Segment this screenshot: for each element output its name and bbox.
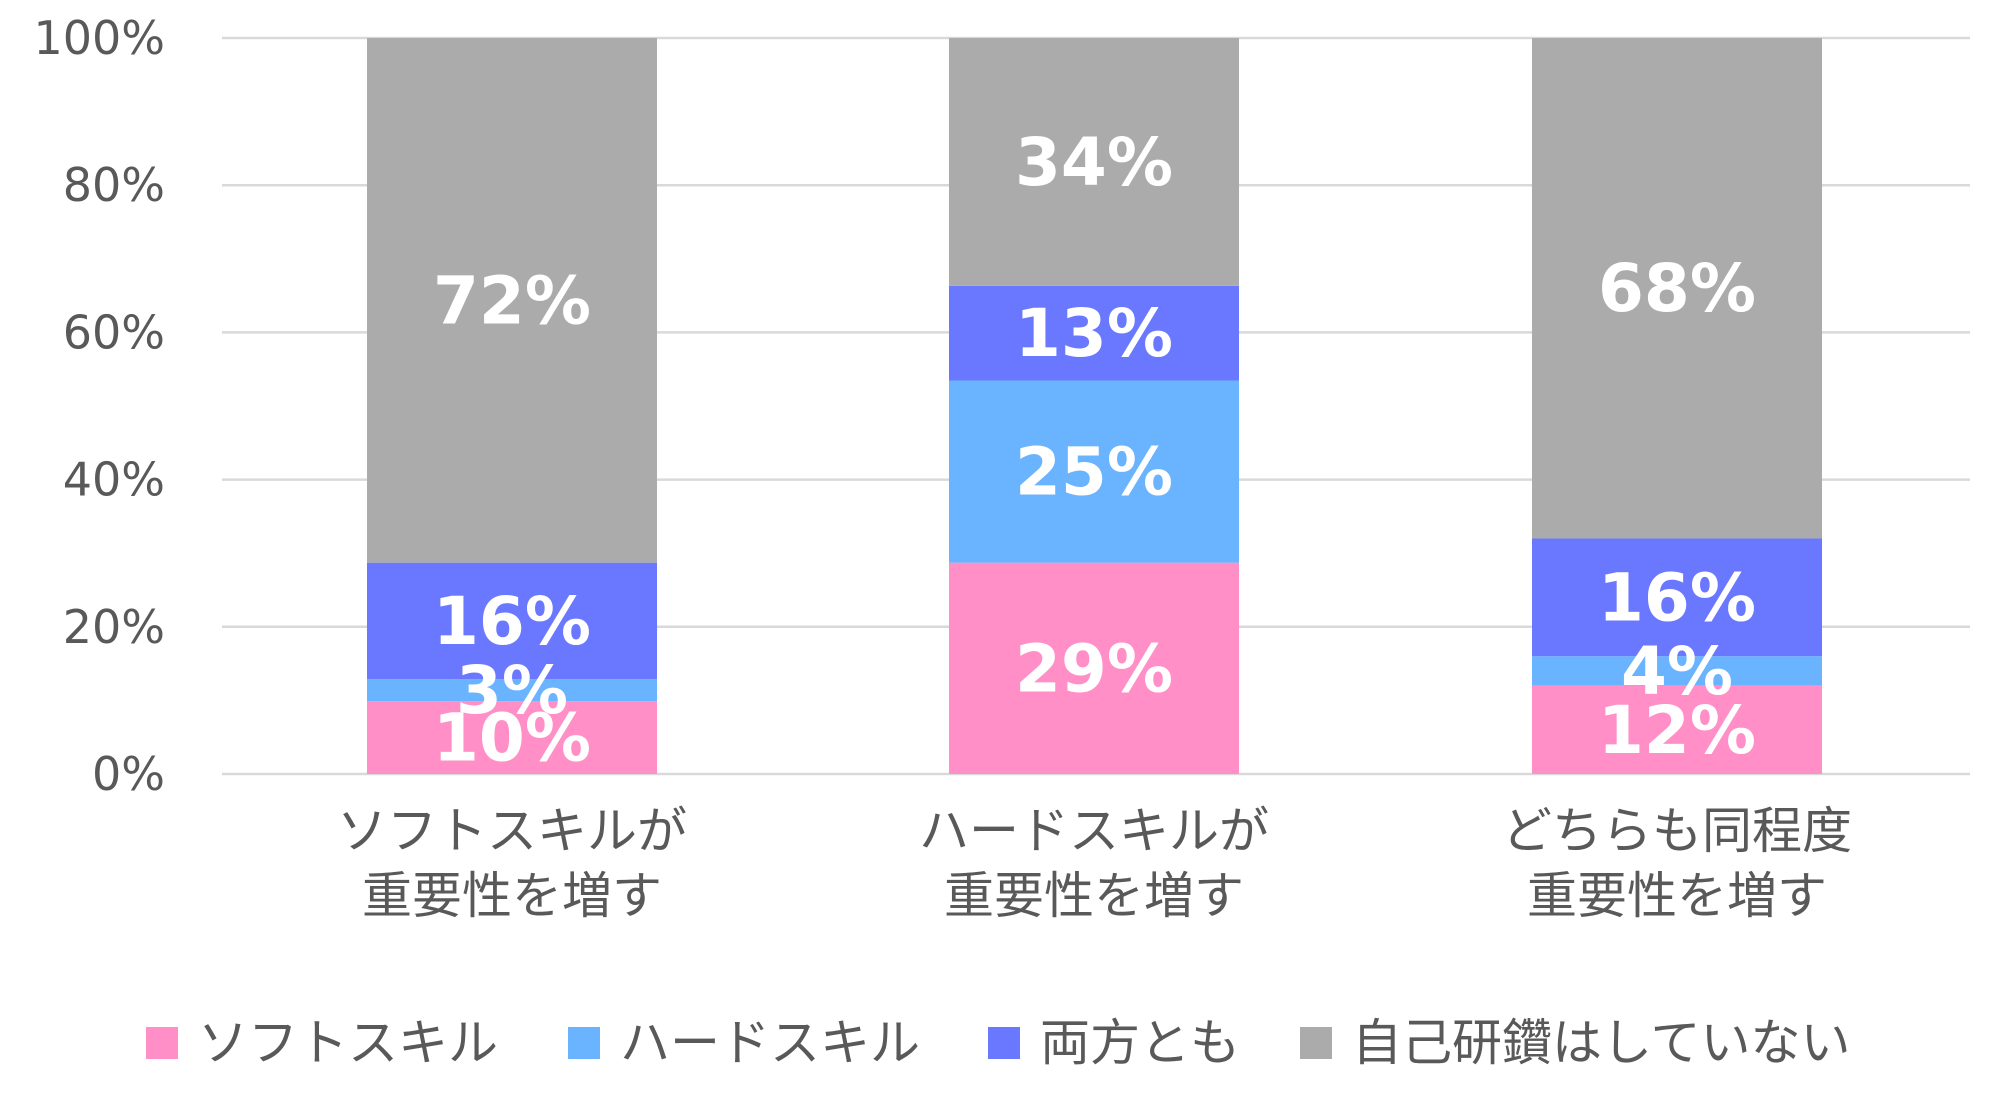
- bar-segment: [367, 679, 657, 702]
- data-label: 29%: [1015, 630, 1173, 707]
- bar-segment: [949, 38, 1239, 286]
- legend-swatch: [568, 1027, 600, 1059]
- category-label: 重要性を増す: [362, 867, 662, 925]
- y-axis-ticks: 0% 20% 40% 60% 80% 100%: [33, 11, 165, 801]
- data-label: 13%: [1015, 295, 1173, 372]
- legend-swatch: [988, 1027, 1020, 1059]
- data-label: 12%: [1598, 692, 1756, 769]
- data-label: 16%: [433, 583, 591, 660]
- bar-segment: [949, 562, 1239, 774]
- data-label: 16%: [1598, 559, 1756, 636]
- legend-swatch: [1300, 1027, 1332, 1059]
- bar-segment: [367, 701, 657, 774]
- data-label: 4%: [1621, 633, 1733, 710]
- bars: [367, 38, 1822, 774]
- y-tick-label: 40%: [63, 453, 165, 507]
- legend: ソフトスキル ハードスキル 両方とも 自己研鑽はしていない: [146, 1014, 1851, 1072]
- data-label: 25%: [1015, 434, 1173, 511]
- data-label: 10%: [433, 700, 591, 777]
- bar-segment: [367, 562, 657, 680]
- data-label: 72%: [433, 262, 591, 339]
- category-label: ハードスキルが: [919, 802, 1269, 860]
- bar-segment: [949, 285, 1239, 381]
- category-label: 重要性を増す: [1527, 867, 1827, 925]
- category-label: ソフトスキルが: [337, 802, 687, 860]
- category-label: どちらも同程度: [1502, 802, 1852, 860]
- bar-segment: [1532, 656, 1822, 686]
- data-label: 68%: [1598, 250, 1756, 327]
- data-label: 3%: [456, 652, 568, 729]
- y-tick-label: 80%: [63, 158, 165, 212]
- category-label: 重要性を増す: [944, 867, 1244, 925]
- legend-label: 両方とも: [1040, 1014, 1240, 1072]
- data-labels: 10%3%16%72%29%25%13%34%12%4%16%68%: [433, 124, 1756, 777]
- legend-label: 自己研鑽はしていない: [1352, 1014, 1851, 1072]
- legend-label: ソフトスキル: [198, 1014, 498, 1072]
- legend-swatch: [146, 1027, 178, 1059]
- legend-label: ハードスキル: [620, 1014, 920, 1072]
- y-tick-label: 0%: [92, 747, 165, 801]
- data-label: 34%: [1015, 124, 1173, 201]
- y-tick-label: 100%: [33, 11, 165, 65]
- bar-segment: [1532, 538, 1822, 657]
- y-tick-label: 60%: [63, 305, 165, 359]
- y-tick-label: 20%: [63, 600, 165, 654]
- bar-segment: [949, 380, 1239, 563]
- bar-segment: [1532, 38, 1822, 539]
- bar-segment: [1532, 685, 1822, 774]
- bar-segment: [367, 38, 657, 563]
